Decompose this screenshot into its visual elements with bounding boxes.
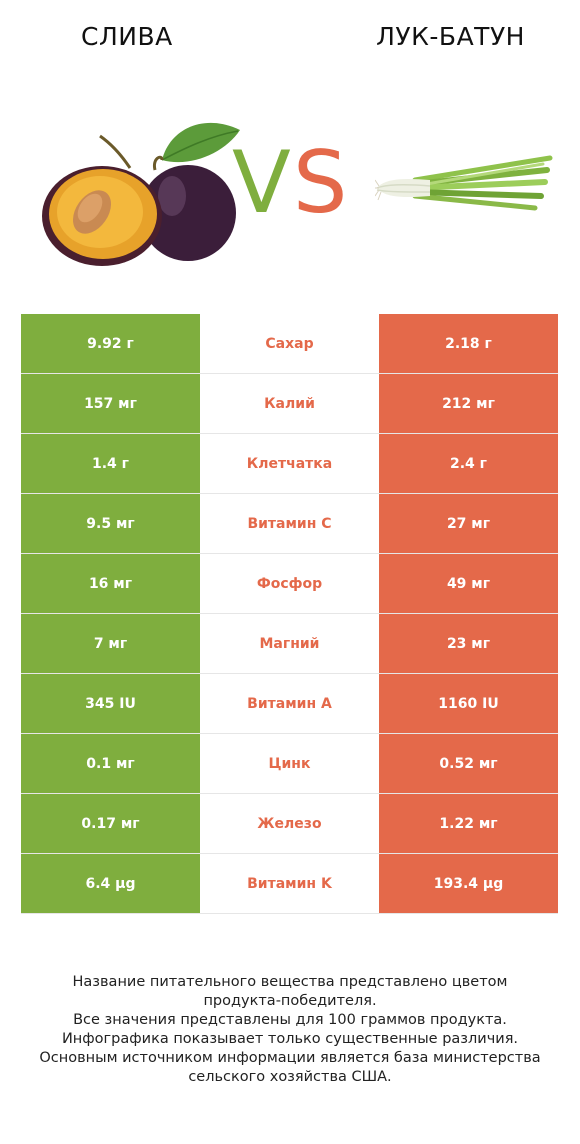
nutrient-name-cell: Железо [200,794,379,853]
vs-letter-s: S [292,133,350,233]
right-value-cell: 0.52 мг [379,734,558,793]
table-row: 157 мг Калий 212 мг [21,374,558,434]
nutrient-name: Витамин C [247,515,332,532]
nutrient-name: Витамин K [247,875,332,892]
nutrient-name: Цинк [268,755,311,772]
footer-line: Все значения представлены для 100 граммо… [73,1012,507,1028]
spring-onion-image [375,155,553,211]
table-row: 1.4 г Клетчатка 2.4 г [21,434,558,494]
table-row: 9.5 мг Витамин C 27 мг [21,494,558,554]
footer-notes: Название питательного вещества представл… [20,973,560,1087]
right-value-cell: 212 мг [379,374,558,433]
left-value-cell: 157 мг [21,374,200,433]
left-value-cell: 0.1 мг [21,734,200,793]
nutrient-name: Железо [257,815,322,832]
nutrient-name-cell: Витамин K [200,854,379,913]
vs-label: VS [232,140,349,226]
nutrient-name-cell: Магний [200,614,379,673]
nutrient-name: Магний [259,635,320,652]
left-value-cell: 9.92 г [21,314,200,373]
left-value-cell: 0.17 мг [21,794,200,853]
nutrient-name-cell: Сахар [200,314,379,373]
plum-image [42,122,240,266]
nutrient-name-cell: Фосфор [200,554,379,613]
right-value-cell: 23 мг [379,614,558,673]
left-value-cell: 6.4 µg [21,854,200,913]
left-value-cell: 9.5 мг [21,494,200,553]
nutrient-name-cell: Витамин C [200,494,379,553]
right-value-cell: 49 мг [379,554,558,613]
nutrient-name: Клетчатка [246,455,333,472]
right-value-cell: 1.22 мг [379,794,558,853]
nutrient-name: Витамин A [247,695,332,712]
right-value-cell: 2.4 г [379,434,558,493]
nutrient-name: Фосфор [256,575,323,592]
nutrient-name-cell: Цинк [200,734,379,793]
table-row: 0.1 мг Цинк 0.52 мг [21,734,558,794]
left-product-title: СЛИВА [81,22,173,51]
table-row: 6.4 µg Витамин K 193.4 µg [21,854,558,914]
nutrient-name-cell: Витамин A [200,674,379,733]
table-row: 9.92 г Сахар 2.18 г [21,314,558,374]
footer-line: Основным источником информации является … [39,1050,541,1066]
footer-line: Название питательного вещества представл… [72,974,508,990]
nutrient-name: Сахар [265,335,314,352]
right-value-cell: 193.4 µg [379,854,558,913]
footer-line: Инфографика показывает только существенн… [61,1031,519,1047]
right-value-cell: 2.18 г [379,314,558,373]
nutrient-name: Калий [264,395,315,412]
table-row: 16 мг Фосфор 49 мг [21,554,558,614]
right-value-cell: 27 мг [379,494,558,553]
left-value-cell: 16 мг [21,554,200,613]
table-row: 7 мг Магний 23 мг [21,614,558,674]
left-value-cell: 1.4 г [21,434,200,493]
right-product-title: ЛУК-БАТУН [376,22,525,51]
vs-letter-v: V [232,133,293,233]
nutrient-name-cell: Калий [200,374,379,433]
left-value-cell: 345 IU [21,674,200,733]
footer-line: продукта-победителя. [203,993,377,1009]
table-row: 0.17 мг Железо 1.22 мг [21,794,558,854]
footer-line: сельского хозяйства США. [188,1069,392,1085]
table-row: 345 IU Витамин A 1160 IU [21,674,558,734]
right-value-cell: 1160 IU [379,674,558,733]
left-value-cell: 7 мг [21,614,200,673]
nutrient-comparison-table: 9.92 г Сахар 2.18 г 157 мг Калий 212 мг 1.4 г К… [21,314,558,914]
nutrient-name-cell: Клетчатка [200,434,379,493]
